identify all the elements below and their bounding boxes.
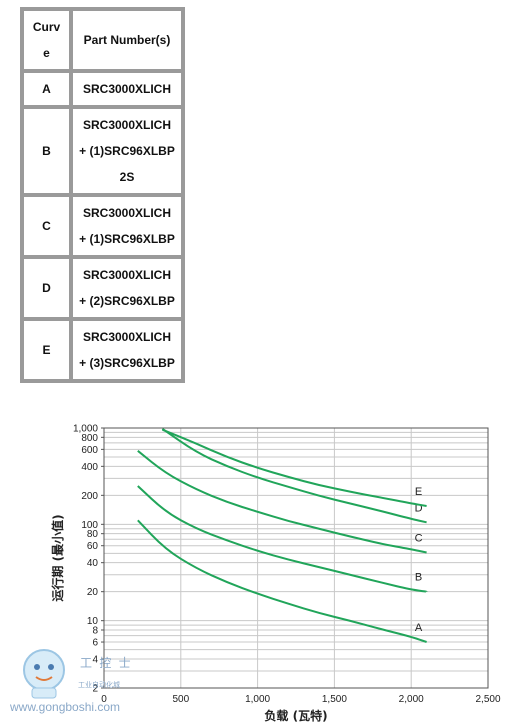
curve-label-e: E [415, 486, 422, 498]
curve-cell: D [22, 257, 71, 319]
y-tick-label: 80 [87, 529, 99, 540]
curve-e [162, 428, 427, 507]
y-tick-label: 600 [81, 445, 98, 456]
watermark: 工 控 士 工业自动化城 www.gongboshi.com [10, 640, 160, 720]
robot-mascot-icon [23, 649, 65, 699]
curve-label-d: D [415, 502, 423, 514]
x-axis-title: 负载 (瓦特) [264, 708, 327, 723]
table-row: A SRC3000XLICH [22, 71, 183, 107]
part-cell: SRC3000XLICH [71, 71, 183, 107]
grid-layer [103, 427, 489, 689]
curve-d [161, 427, 427, 524]
curve-label-a: A [415, 622, 423, 634]
curve-c [137, 450, 427, 554]
y-axis-title: 运行期 (最小值) [50, 514, 65, 601]
y-tick-label: 60 [87, 541, 99, 552]
y-tick-label: 8 [92, 626, 98, 637]
curve-cell: E [22, 319, 71, 381]
x-tick-label: 1,000 [245, 694, 270, 705]
x-tick-label: 2,000 [399, 694, 424, 705]
curve-label-c: C [415, 533, 423, 545]
watermark-brand: 工 控 士 [80, 656, 133, 670]
y-tick-label: 1,000 [73, 424, 98, 435]
header-part-numbers: Part Number(s) [71, 9, 183, 71]
part-cell: SRC3000XLICH + (3)SRC96XLBP [71, 319, 183, 381]
curve-cell: B [22, 107, 71, 195]
x-tick-label: 500 [172, 694, 189, 705]
part-cell: SRC3000XLICH + (1)SRC96XLBP [71, 195, 183, 257]
y-tick-label: 4 [92, 655, 98, 666]
y-tick-label: 200 [81, 491, 98, 502]
curve-a [137, 519, 427, 643]
header-curve: Curv e [22, 9, 71, 71]
watermark-sub: 工业自动化城 [78, 682, 120, 689]
part-cell: SRC3000XLICH + (1)SRC96XLBP 2S [71, 107, 183, 195]
y-tick-label: 100 [81, 520, 98, 531]
table-header-row: Curv e Part Number(s) [22, 9, 183, 71]
curve-b [137, 485, 428, 593]
curve-cell: A [22, 71, 71, 107]
x-tick-label: 2,500 [475, 694, 500, 705]
table-row: C SRC3000XLICH + (1)SRC96XLBP [22, 195, 183, 257]
curve-label-b: B [415, 572, 422, 584]
y-tick-label: 6 [92, 638, 98, 649]
x-tick-label: 1,500 [322, 694, 347, 705]
y-tick-label: 2 [92, 684, 98, 695]
plot-frame [103, 427, 489, 689]
y-tick-label: 40 [87, 558, 99, 569]
y-tick-label: 400 [81, 462, 98, 473]
table-row: E SRC3000XLICH + (3)SRC96XLBP [22, 319, 183, 381]
watermark-url: www.gongboshi.com [10, 700, 121, 714]
curve-part-table: Curv e Part Number(s) A SRC3000XLICH B S… [20, 7, 185, 383]
part-cell: SRC3000XLICH + (2)SRC96XLBP [71, 257, 183, 319]
table-row: D SRC3000XLICH + (2)SRC96XLBP [22, 257, 183, 319]
curve-layer: A B C DE [137, 427, 428, 643]
y-tick-label: 10 [87, 616, 99, 627]
table-row: B SRC3000XLICH + (1)SRC96XLBP 2S [22, 107, 183, 195]
y-tick-label: 20 [87, 587, 99, 598]
curve-cell: C [22, 195, 71, 257]
x-tick-label: 0 [101, 694, 107, 705]
y-tick-label: 800 [81, 433, 98, 444]
